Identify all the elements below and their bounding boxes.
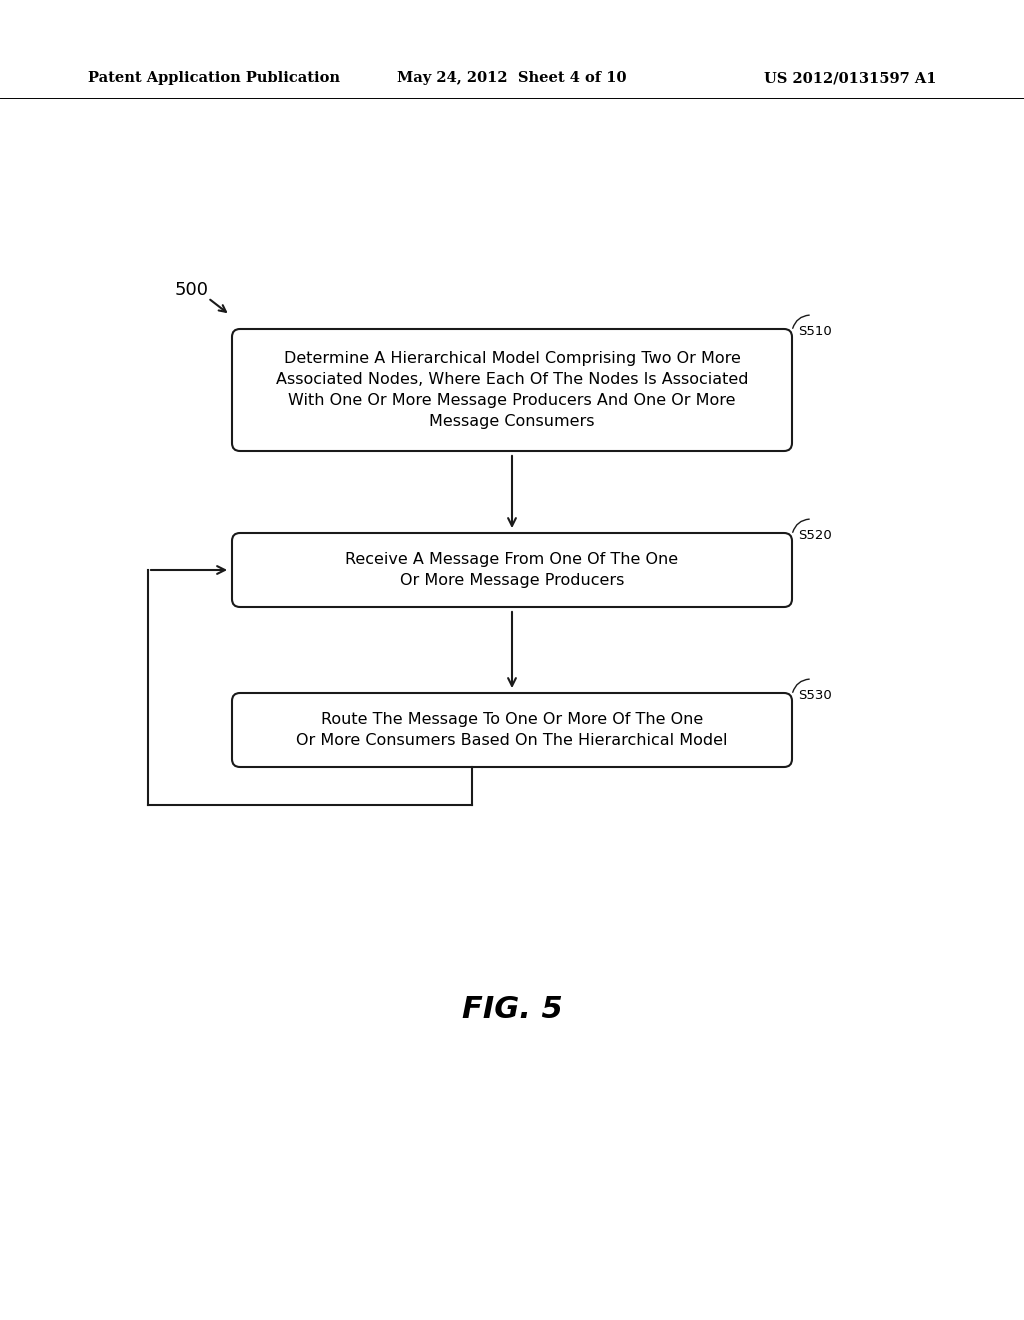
Text: May 24, 2012  Sheet 4 of 10: May 24, 2012 Sheet 4 of 10 <box>397 71 627 84</box>
Text: S510: S510 <box>798 325 831 338</box>
Text: Determine A Hierarchical Model Comprising Two Or More
Associated Nodes, Where Ea: Determine A Hierarchical Model Comprisin… <box>275 351 749 429</box>
FancyBboxPatch shape <box>232 533 792 607</box>
Text: Route The Message To One Or More Of The One
Or More Consumers Based On The Hiera: Route The Message To One Or More Of The … <box>296 711 728 748</box>
Text: Receive A Message From One Of The One
Or More Message Producers: Receive A Message From One Of The One Or… <box>345 552 679 587</box>
Text: S520: S520 <box>798 529 831 543</box>
Text: 500: 500 <box>175 281 209 300</box>
FancyBboxPatch shape <box>232 329 792 451</box>
Text: Patent Application Publication: Patent Application Publication <box>88 71 340 84</box>
Text: FIG. 5: FIG. 5 <box>462 995 562 1024</box>
FancyBboxPatch shape <box>232 693 792 767</box>
Text: S530: S530 <box>798 689 831 702</box>
Text: US 2012/0131597 A1: US 2012/0131597 A1 <box>764 71 936 84</box>
